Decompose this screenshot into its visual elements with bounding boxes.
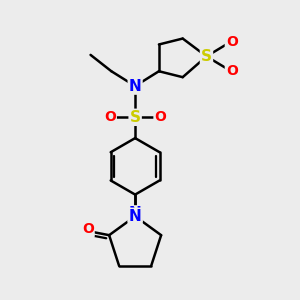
Text: S: S — [130, 110, 141, 125]
Text: O: O — [82, 222, 94, 236]
Text: S: S — [201, 49, 212, 64]
Text: O: O — [226, 34, 238, 49]
Text: O: O — [104, 110, 116, 124]
Text: O: O — [154, 110, 166, 124]
Text: N: N — [129, 79, 142, 94]
Text: N: N — [129, 209, 142, 224]
Text: O: O — [226, 64, 238, 78]
Text: N: N — [129, 206, 142, 221]
